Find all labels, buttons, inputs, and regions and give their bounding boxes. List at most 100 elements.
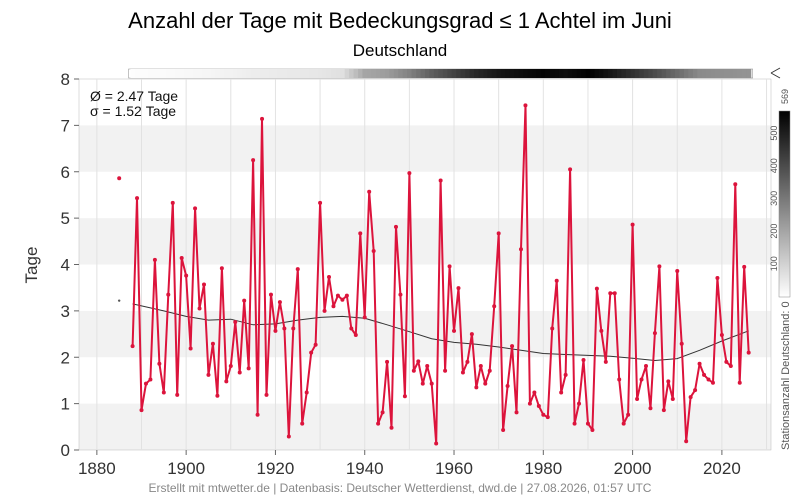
colorbar-tick-label: 200 [769, 224, 779, 239]
station-cell-1955 [429, 69, 435, 78]
station-cell-1946 [389, 69, 395, 78]
station-cell-1914 [246, 69, 252, 78]
y-tick-label: 6 [61, 163, 70, 182]
station-cell-1961 [456, 69, 462, 78]
data-point [559, 390, 564, 395]
data-point [478, 364, 483, 369]
data-point [277, 300, 282, 305]
data-point [322, 308, 327, 313]
colorbar-label: Stationsanzahl Deutschland: 0 [780, 301, 792, 450]
data-point [728, 364, 733, 369]
data-point [273, 328, 278, 333]
station-cell-2013 [688, 69, 694, 78]
data-point [197, 306, 202, 311]
station-cell-1998 [621, 69, 627, 78]
data-point [233, 320, 238, 325]
colorbar-rect [778, 110, 791, 298]
data-point [639, 377, 644, 382]
station-cell-1964 [469, 69, 475, 78]
data-point [202, 282, 207, 287]
data-point [143, 381, 148, 386]
data-point [318, 200, 323, 205]
data-point [335, 293, 340, 298]
station-cell-1899 [179, 69, 185, 78]
station-cell-1994 [603, 69, 609, 78]
data-point [590, 428, 595, 433]
data-point [635, 396, 640, 401]
data-point [550, 326, 555, 331]
station-cell-1906 [210, 69, 216, 78]
station-cell-1905 [206, 69, 212, 78]
x-tick-label: 1920 [257, 459, 295, 478]
station-cell-1911 [233, 69, 238, 78]
data-point [532, 390, 537, 395]
data-point [527, 401, 532, 406]
station-cell-1956 [433, 69, 439, 78]
data-point [501, 428, 506, 433]
station-cell-1889 [134, 69, 140, 78]
data-point [617, 377, 622, 382]
band-0 [79, 403, 771, 450]
data-point [237, 370, 242, 375]
y-tick-labels: 0 1 2 3 4 5 6 7 8 [61, 70, 79, 460]
data-point [518, 247, 523, 252]
station-cell-1990 [585, 69, 591, 78]
data-point [175, 392, 180, 397]
data-point [541, 412, 546, 417]
station-cell-1928 [308, 69, 314, 78]
station-cell-1934 [335, 69, 341, 78]
station-cell-1983 [554, 69, 560, 78]
station-cell-1895 [161, 69, 167, 78]
station-cell-2004 [648, 69, 654, 78]
data-point [251, 158, 256, 163]
data-point [224, 379, 229, 384]
data-point [679, 341, 684, 346]
station-cell-1991 [590, 69, 596, 78]
data-point [443, 368, 448, 373]
station-cell-1954 [425, 69, 430, 78]
station-cell-1987 [572, 69, 578, 78]
station-cell-2002 [639, 69, 645, 78]
data-point [193, 206, 198, 211]
y-tick-label: 0 [61, 441, 70, 460]
data-point [304, 390, 309, 395]
station-cell-1989 [581, 69, 587, 78]
station-cell-2016 [701, 69, 707, 78]
station-cell-1944 [380, 69, 386, 78]
y-tick-label: 7 [61, 116, 70, 135]
station-cell-1940 [362, 69, 368, 78]
data-point [460, 370, 465, 375]
station-cell-1960 [451, 69, 457, 78]
data-point [135, 196, 140, 201]
sigma-stat: σ = 1.52 Tage [90, 103, 176, 119]
data-point [465, 359, 470, 364]
data-point [715, 275, 720, 280]
data-point [688, 395, 693, 400]
station-cell-1980 [541, 69, 546, 78]
station-cell-2017 [706, 69, 712, 78]
colorbar-tick-label: 300 [769, 191, 779, 206]
data-point [693, 388, 698, 393]
data-point [286, 434, 291, 439]
y-axis-label: Tage [22, 247, 41, 284]
station-cell-1947 [393, 69, 399, 78]
data-point [402, 394, 407, 399]
data-point [438, 178, 443, 183]
data-point [166, 292, 171, 297]
data-point [260, 116, 265, 121]
x-tick-label: 1980 [524, 459, 562, 478]
station-cell-1894 [157, 69, 162, 78]
data-point [393, 224, 398, 229]
data-point [434, 441, 439, 446]
station-cell-2015 [697, 69, 703, 78]
station-cell-1970 [496, 69, 502, 78]
station-cell-1949 [402, 69, 408, 78]
data-point [380, 410, 385, 415]
station-cell-2012 [683, 69, 689, 78]
station-cell-1918 [264, 69, 270, 78]
station-cell-2026 [746, 69, 752, 78]
data-series [117, 103, 751, 446]
x-tick-labels: 1880 1900 1920 1940 1960 1980 2000 2020 [78, 450, 741, 478]
data-point [510, 344, 515, 349]
station-cell-1935 [340, 69, 346, 78]
